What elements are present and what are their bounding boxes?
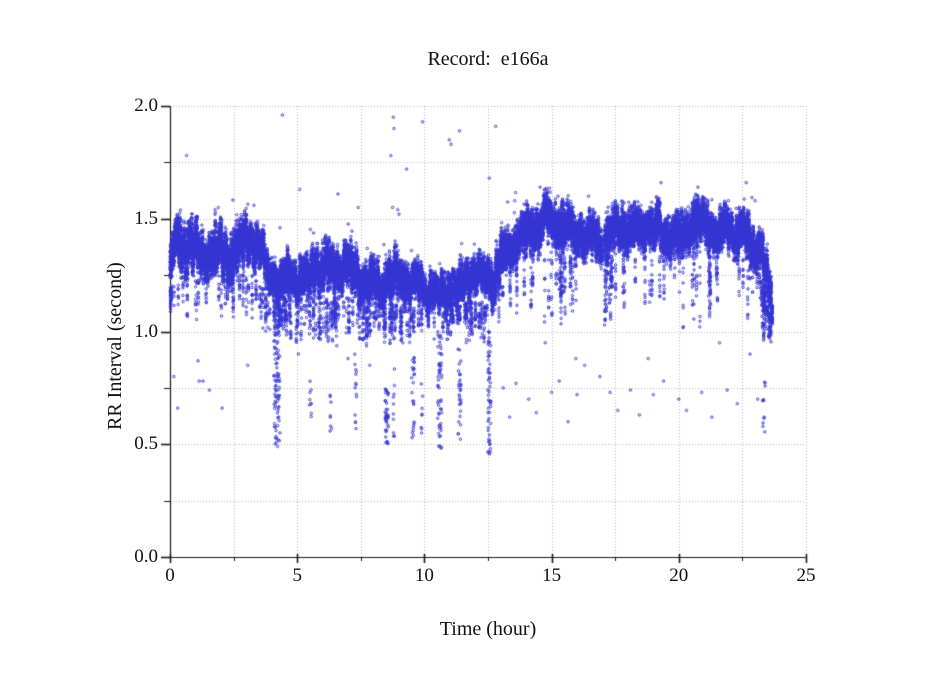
x-tick-label: 5 (292, 565, 302, 586)
y-tick-label: 1.5 (134, 207, 158, 229)
x-tick-label: 0 (165, 565, 175, 586)
y-axis-label: RR Interval (second) (104, 262, 126, 430)
y-tick-label: 0.5 (134, 433, 158, 455)
y-tick-label: 1.0 (134, 320, 158, 342)
x-tick-label: 25 (796, 565, 816, 586)
x-axis-label: Time (hour) (439, 618, 537, 640)
x-tick-label: 20 (669, 565, 689, 586)
y-tick-label: 2.0 (134, 95, 158, 116)
x-tick-label: 10 (414, 565, 434, 586)
y-tick-label: 0.0 (134, 546, 158, 567)
x-tick-label: 15 (542, 565, 562, 586)
chart-title: Record: e166a (427, 48, 549, 70)
